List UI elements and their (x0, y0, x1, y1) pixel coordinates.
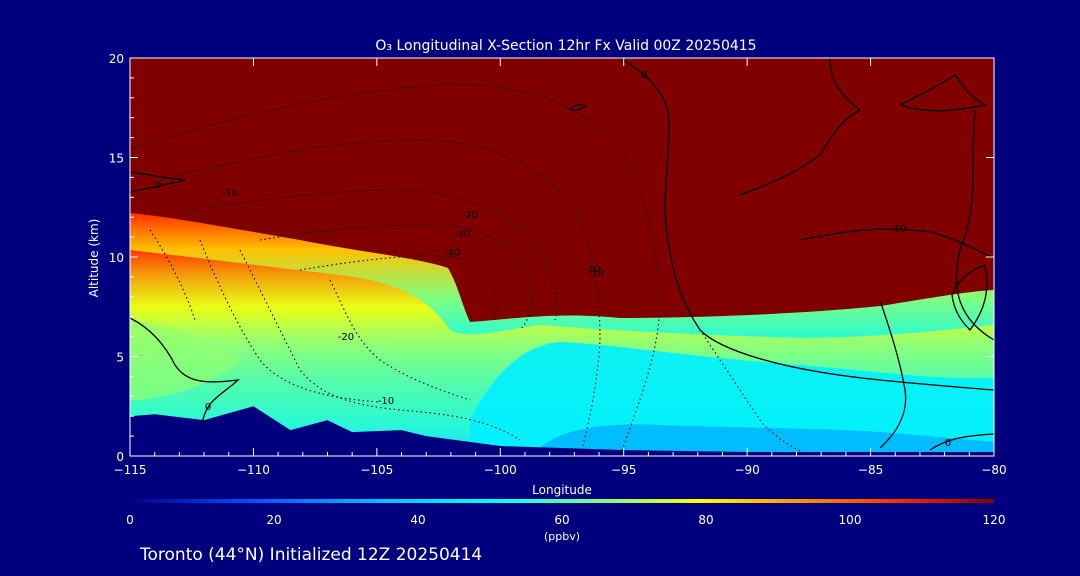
colorbar-tick-label: 20 (266, 513, 281, 527)
chart-title: O₃ Longitudinal X-Section 12hr Fx Valid … (375, 38, 756, 54)
contour-label: -10 (588, 268, 604, 279)
x-axis-label: Longitude (532, 483, 592, 497)
contour-solid-right5 (955, 109, 994, 341)
contour-solid-right3 (799, 228, 994, 259)
contour-label: -10 (584, 264, 600, 275)
contour-solid-right6 (951, 264, 988, 331)
y-tick-label: 20 (109, 52, 124, 66)
x-tick-label: −110 (237, 463, 270, 477)
y-axis: 0 5 10 15 20 (109, 52, 994, 464)
contour-label: -30 (454, 229, 470, 240)
contour-solid-upper-left (130, 171, 186, 193)
contour-dotted-8 (329, 279, 471, 401)
colorbar-tick-label: 40 (410, 513, 425, 527)
contour-dotted-4 (259, 224, 533, 331)
colorbar-tick-label: 100 (839, 513, 862, 527)
green-lobe-fill (130, 320, 240, 400)
contour-label: -20 (462, 210, 478, 221)
contour-solid-left (130, 317, 240, 426)
contour-label: 0 (155, 180, 161, 191)
ozone-anomaly-contours (130, 58, 994, 451)
colorbar-tick-label: 60 (554, 513, 569, 527)
x-tick-label: −105 (360, 463, 393, 477)
colorbar-tick-label: 120 (983, 513, 1006, 527)
contour-label: -10 (222, 188, 238, 199)
y-tick-label: 0 (116, 450, 124, 464)
y-axis-label: Altitude (km) (87, 219, 101, 298)
contour-solid-right2 (739, 58, 862, 196)
colorbar (130, 499, 994, 503)
contour-label: 10 (894, 224, 907, 235)
contour-dotted-3 (189, 189, 558, 321)
contour-dotted-9 (149, 229, 196, 321)
y-tick-label: 15 (109, 152, 124, 166)
x-tick-label: −85 (858, 463, 883, 477)
x-tick-label: −100 (484, 463, 517, 477)
y-tick-label: 5 (116, 351, 124, 365)
contour-label: 0 (641, 70, 647, 81)
contour-label: -20 (338, 332, 354, 343)
x-axis: −115 −110 −105 −100 −95 −90 −85 −80 (114, 58, 1007, 477)
contour-solid-right1 (619, 58, 994, 391)
x-tick-label: −115 (114, 463, 147, 477)
contour-label: 0 (945, 438, 951, 449)
colorbar-tick-label: 0 (126, 513, 134, 527)
contour-label: 0 (205, 402, 211, 413)
contour-label: -10 (378, 396, 394, 407)
contour-solid-right7 (879, 299, 907, 449)
location-init-text: Toronto (44°N) Initialized 12Z 20250414 (139, 545, 482, 565)
terrain-fill (130, 406, 994, 456)
colorbar-ticks: 0 20 40 60 80 100 120 (126, 513, 1005, 527)
contour-label: -40 (444, 248, 460, 259)
x-tick-label: −95 (611, 463, 636, 477)
colorbar-unit-label: (ppbv) (544, 530, 580, 543)
x-tick-label: −80 (981, 463, 1006, 477)
colorbar-tick-label: 80 (698, 513, 713, 527)
y-tick-label: 10 (109, 251, 124, 265)
ozone-negative-contours (130, 84, 811, 456)
contour-solid-right4 (899, 74, 987, 112)
contour-solid-bottom-right (929, 433, 994, 451)
contour-dotted-10 (699, 329, 811, 456)
contour-dotted-2 (159, 139, 601, 456)
x-tick-label: −90 (734, 463, 759, 477)
